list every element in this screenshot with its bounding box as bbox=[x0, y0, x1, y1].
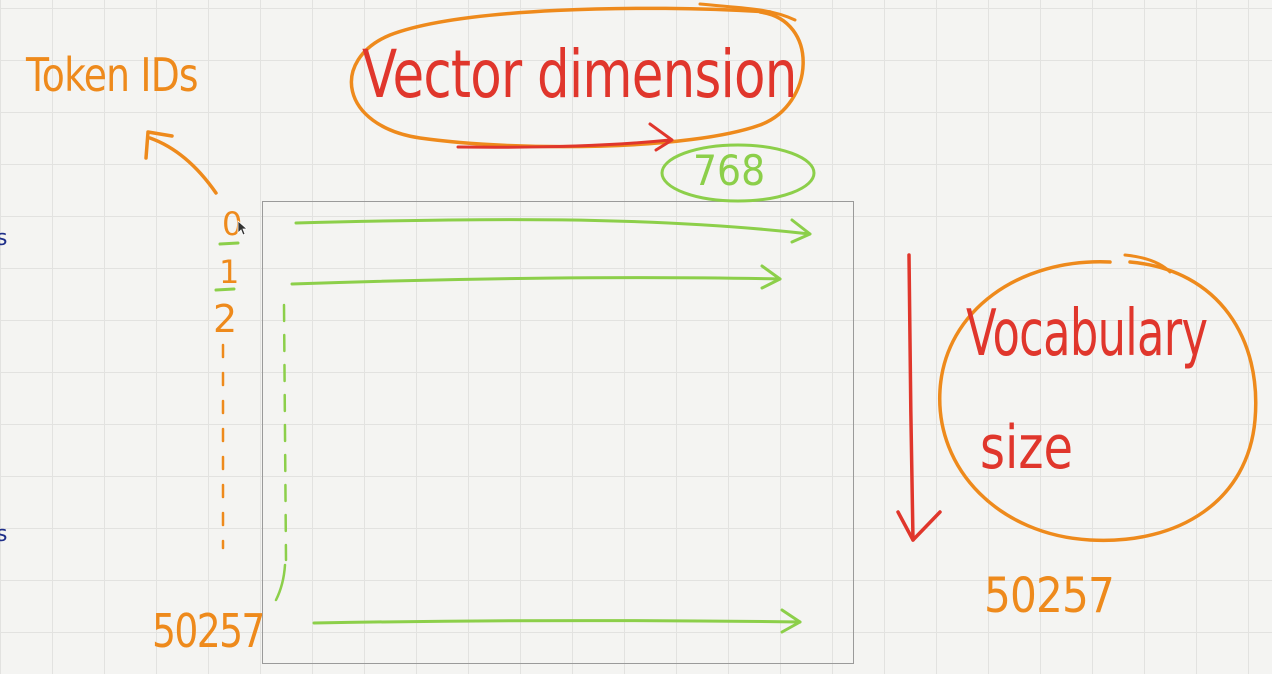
dimension-value-circle bbox=[660, 143, 816, 203]
row-1-label: 1 bbox=[219, 253, 240, 291]
row-0-arrow bbox=[294, 218, 812, 236]
vocabulary-down-arrow bbox=[907, 253, 915, 542]
vector-dimension-circle bbox=[349, 6, 805, 149]
column-dashed-line bbox=[282, 303, 288, 562]
left-edge-mark-bottom: s bbox=[0, 522, 8, 547]
dimension-value-label: 768 bbox=[693, 146, 766, 195]
vocabulary-label-line1: Vocabulary bbox=[966, 297, 1208, 371]
row-last-label: 50257 bbox=[152, 604, 265, 658]
vocabulary-value-label: 50257 bbox=[984, 568, 1115, 624]
embedding-matrix-box bbox=[262, 201, 854, 664]
vector-dimension-label: Vector dimension bbox=[362, 36, 797, 113]
row-last-arrow bbox=[312, 619, 802, 625]
token-ids-arrow bbox=[148, 136, 218, 195]
row-1-underline bbox=[214, 287, 236, 292]
token-ids-label: Token IDs bbox=[26, 48, 199, 102]
row-2-label: 2 bbox=[213, 297, 238, 341]
vocabulary-label-line2: size bbox=[980, 413, 1074, 483]
row-1-arrow bbox=[290, 276, 782, 286]
row-0-underline bbox=[218, 241, 240, 246]
row-0-label: 0 bbox=[222, 205, 243, 243]
vocabulary-size-circle bbox=[938, 260, 1258, 543]
mouse-pointer-icon bbox=[237, 220, 247, 236]
left-edge-mark-top: s bbox=[0, 226, 8, 251]
vector-dimension-underline-arrow bbox=[456, 138, 672, 149]
vector-dimension-circle-tail bbox=[698, 2, 797, 22]
